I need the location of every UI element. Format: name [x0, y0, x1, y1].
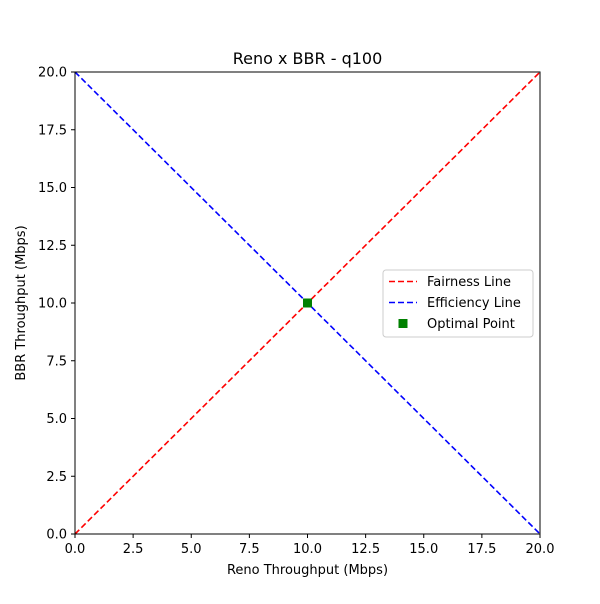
- x-tick-label: 10.0: [293, 542, 322, 557]
- y-tick-label: 15.0: [38, 181, 67, 196]
- legend-swatch-3: [398, 319, 408, 328]
- y-tick-label: 7.5: [46, 354, 67, 369]
- x-tick-label: 15.0: [409, 542, 438, 557]
- y-tick-label: 5.0: [46, 412, 67, 427]
- plot-area: 0.0 2.5 5.0 7.5 10.0 12.5 15.0 17.5 20.0 0.0 2.5 5.…: [38, 66, 554, 558]
- data-point-marker-1: [303, 298, 312, 308]
- x-tick-label: 2.5: [123, 542, 144, 557]
- legend-label-1: Fairness Line: [427, 275, 511, 290]
- legend-box: [382, 269, 534, 338]
- x-tick-label: 20.0: [526, 542, 555, 557]
- legend-label-2: Efficiency Line: [427, 296, 521, 311]
- y-tick-label: 2.5: [46, 470, 67, 485]
- y-tick-label: 0.0: [46, 528, 67, 543]
- x-tick-label: 0.0: [65, 542, 86, 557]
- y-tick-label: 12.5: [38, 239, 67, 254]
- x-tick-label: 7.5: [239, 542, 260, 557]
- y-tick-label: 10.0: [38, 297, 67, 312]
- x-tick-label: 12.5: [351, 542, 380, 557]
- x-axis-label: Reno Throughput (Mbps): [227, 563, 388, 578]
- chart-title: Reno x BBR - q100: [233, 49, 383, 68]
- x-tick-label: 5.0: [181, 542, 202, 557]
- x-tick-label: 17.5: [467, 542, 496, 557]
- y-axis-label: BBR Throughput (Mbps): [14, 225, 29, 380]
- y-tick-label: 17.5: [38, 123, 67, 138]
- legend-label-3: Optimal Point: [427, 317, 515, 332]
- legend: Fairness Line Efficiency Line Optimal Poin…: [382, 269, 534, 338]
- y-tick-label: 20.0: [38, 66, 67, 81]
